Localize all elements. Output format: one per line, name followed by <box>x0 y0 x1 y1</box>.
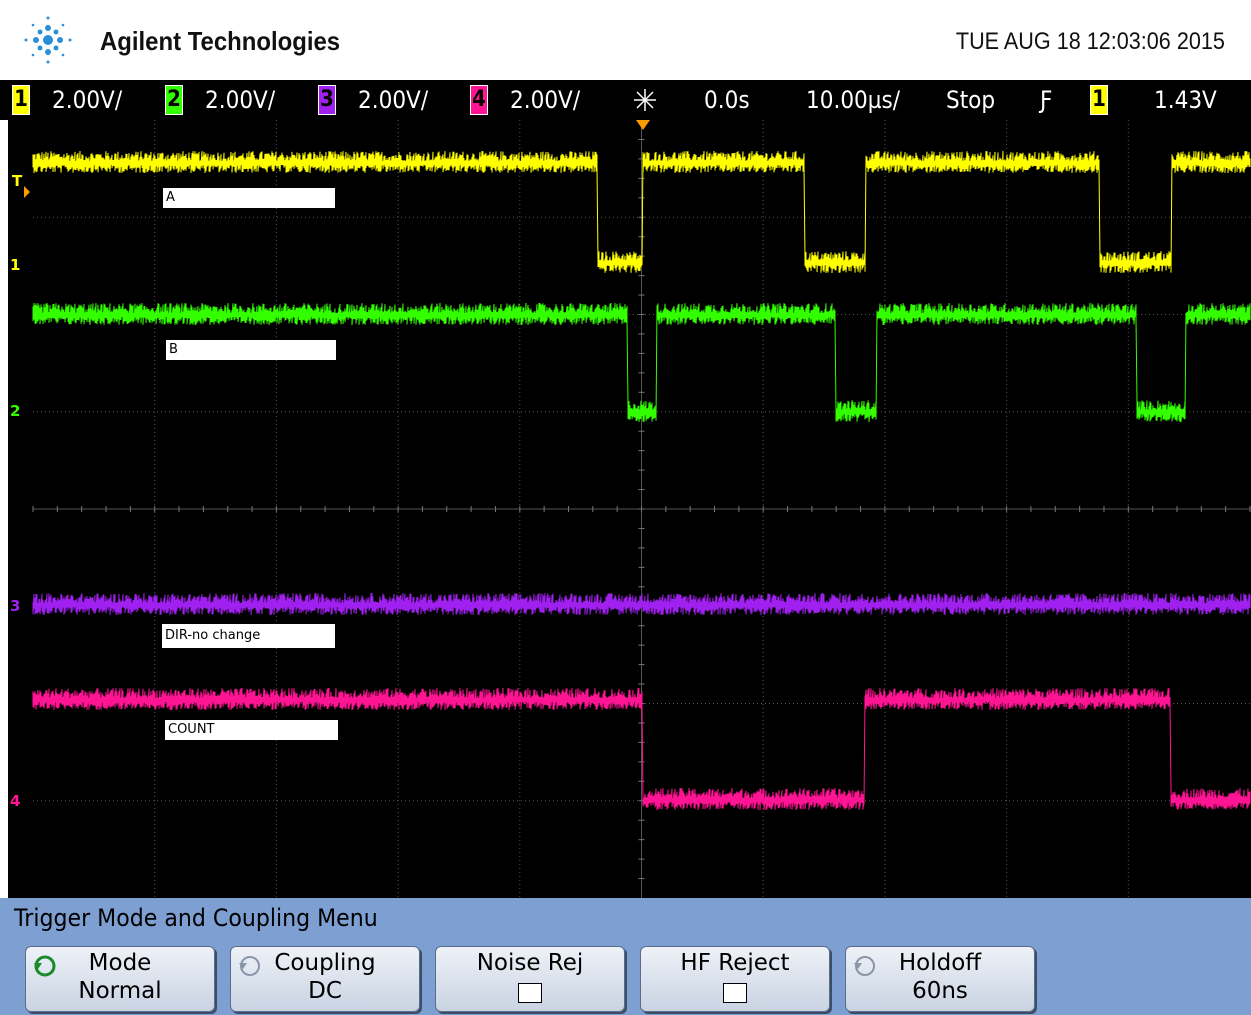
trace-label: A <box>163 188 335 208</box>
status-bar: 1 2.00V/ 2 2.00V/ 3 2.00V/ 4 2.00V/ 0.0s… <box>0 80 1251 120</box>
softkey-label: HF Reject <box>641 949 829 977</box>
cycle-icon <box>239 955 261 977</box>
channel-number[interactable]: 2 <box>165 85 183 115</box>
softkey-label: Noise Rej <box>436 949 624 977</box>
datetime: TUE AUG 18 12:03:06 2015 <box>956 28 1225 56</box>
run-state: Stop <box>946 86 995 114</box>
trace-label: DIR-no change <box>162 624 335 648</box>
channel-number[interactable]: 3 <box>318 85 336 115</box>
cycle-icon <box>34 955 56 977</box>
logo <box>18 10 78 70</box>
menu-title: Trigger Mode and Coupling Menu <box>14 904 378 932</box>
trigger-level-marker: T <box>12 172 23 190</box>
channel-ground-marker: 1 <box>10 256 20 274</box>
softkey-value: Normal <box>78 978 161 1004</box>
channel-scale: 2.00V/ <box>510 86 580 114</box>
channel-ground-marker: 3 <box>10 597 20 615</box>
delay: 0.0s <box>704 86 750 114</box>
channel-ground-marker: 4 <box>10 792 20 810</box>
brand: Agilent Technologies <box>100 26 340 57</box>
holdoff-softkey[interactable]: Holdoff 60ns <box>845 946 1035 1012</box>
trigger-source[interactable]: 1 <box>1090 85 1108 115</box>
channel-ground-marker: 2 <box>10 402 20 420</box>
trigger-edge: Ƒ <box>1040 86 1052 114</box>
trace-label: COUNT <box>165 720 338 740</box>
channel-scale: 2.00V/ <box>358 86 428 114</box>
timebase: 10.00µs/ <box>806 86 900 114</box>
softkey-value: DC <box>308 978 342 1004</box>
channel-scale: 2.00V/ <box>52 86 122 114</box>
channel-scale: 2.00V/ <box>205 86 275 114</box>
trace-label: B <box>166 340 336 360</box>
channel-number[interactable]: 4 <box>470 85 488 115</box>
cycle-icon <box>854 955 876 977</box>
display-border <box>0 120 8 898</box>
channel-number[interactable]: 1 <box>12 85 30 115</box>
softkey-menu: Trigger Mode and Coupling Menu Mode Norm… <box>0 898 1251 1015</box>
mode-softkey[interactable]: Mode Normal <box>25 946 215 1012</box>
delay-icon <box>630 86 660 114</box>
waveform-display: T 1 2 3 4 <box>0 120 1251 898</box>
checkbox[interactable] <box>518 983 542 1003</box>
checkbox[interactable] <box>723 983 747 1003</box>
hf-reject-softkey[interactable]: HF Reject <box>640 946 830 1012</box>
softkey-value: 60ns <box>912 978 968 1004</box>
noise-rej-softkey[interactable]: Noise Rej <box>435 946 625 1012</box>
scope-screenshot: {"header": {"brand": "Agilent Technologi… <box>0 0 1251 1015</box>
trigger-level: 1.43V <box>1154 86 1217 114</box>
coupling-softkey[interactable]: Coupling DC <box>230 946 420 1012</box>
